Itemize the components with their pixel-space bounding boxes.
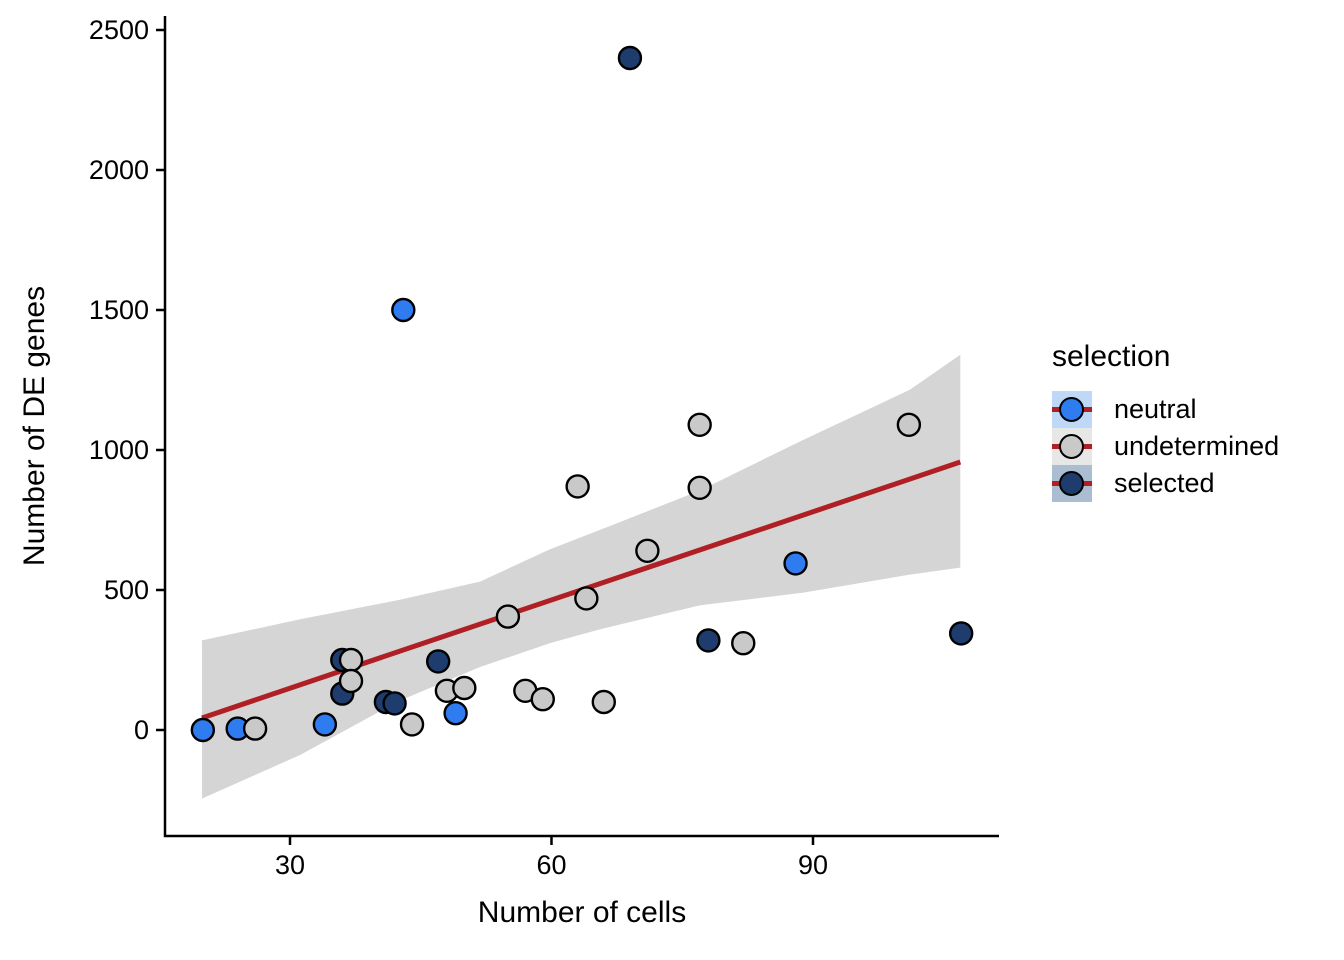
legend-key-point-icon bbox=[1059, 396, 1084, 422]
legend-label-undetermined: undetermined bbox=[1114, 431, 1280, 461]
data-point-undetermined bbox=[687, 412, 712, 437]
data-point-undetermined bbox=[495, 604, 521, 629]
data-point-undetermined bbox=[574, 586, 599, 611]
data-point-undetermined bbox=[338, 647, 364, 673]
data-point-undetermined bbox=[591, 689, 616, 715]
x-tick-label: 30 bbox=[275, 850, 305, 880]
legend-key-undetermined bbox=[1052, 428, 1092, 465]
confidence-band bbox=[201, 354, 961, 799]
data-point-undetermined bbox=[731, 630, 756, 656]
data-point-undetermined bbox=[399, 712, 425, 737]
data-point-undetermined bbox=[452, 675, 477, 701]
legend-key-point-icon bbox=[1059, 433, 1084, 459]
legend-key-selected bbox=[1052, 465, 1092, 502]
data-point-undetermined bbox=[896, 412, 922, 437]
y-tick-label: 1000 bbox=[89, 435, 149, 465]
data-point-undetermined bbox=[242, 716, 268, 741]
x-tick-label: 90 bbox=[798, 850, 828, 880]
axis-lines bbox=[163, 16, 999, 838]
data-point-neutral bbox=[443, 700, 468, 726]
legend-key-neutral bbox=[1052, 391, 1092, 428]
legend-items: neutral undetermined selected bbox=[1052, 391, 1279, 502]
x-tick-label: 60 bbox=[536, 850, 566, 880]
data-point-selected bbox=[696, 628, 721, 653]
data-point-selected bbox=[948, 621, 974, 646]
legend-item-selected: selected bbox=[1052, 465, 1279, 502]
data-point-selected bbox=[425, 649, 451, 674]
data-point-neutral bbox=[391, 297, 416, 323]
y-axis-title: Number of DE genes bbox=[18, 286, 51, 566]
legend-label-selected: selected bbox=[1114, 468, 1215, 498]
data-point-undetermined bbox=[687, 475, 712, 500]
y-tick-label: 500 bbox=[104, 575, 149, 605]
data-point-neutral bbox=[190, 717, 216, 743]
data-point-neutral bbox=[312, 712, 338, 737]
data-point-undetermined bbox=[338, 668, 364, 694]
data-point-selected bbox=[382, 691, 407, 716]
data-point-neutral bbox=[783, 551, 808, 576]
legend-item-neutral: neutral bbox=[1052, 391, 1279, 428]
data-point-undetermined bbox=[530, 686, 555, 712]
y-tick-label: 2500 bbox=[89, 15, 149, 45]
data-point-selected bbox=[617, 45, 643, 71]
y-tick-label: 2000 bbox=[89, 155, 149, 185]
data-point-undetermined bbox=[635, 538, 660, 563]
legend-item-undetermined: undetermined bbox=[1052, 428, 1279, 465]
legend-key-point-icon bbox=[1059, 470, 1084, 496]
legend-title: selection bbox=[1052, 340, 1171, 373]
y-tick-label: 0 bbox=[134, 715, 149, 745]
legend: selection neutral undetermined selected bbox=[1052, 340, 1279, 502]
y-tick-label: 1500 bbox=[89, 295, 149, 325]
x-axis-title: Number of cells bbox=[478, 896, 686, 929]
legend-label-neutral: neutral bbox=[1114, 394, 1197, 424]
data-point-undetermined bbox=[565, 474, 590, 499]
